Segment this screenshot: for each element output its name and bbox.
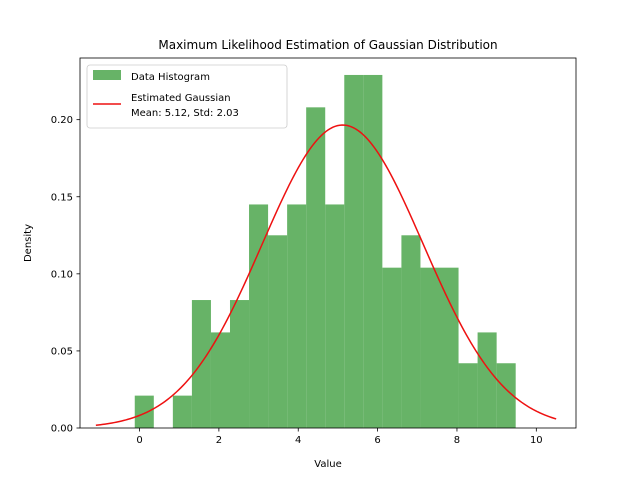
- x-axis-label: Value: [314, 459, 341, 470]
- histogram-bar: [401, 235, 421, 428]
- histogram-bar: [420, 267, 440, 428]
- plot-frame: [79, 57, 577, 429]
- histogram-bars: [134, 74, 516, 428]
- x-tick-label: 6: [374, 435, 380, 446]
- y-tick-label: 0.00: [51, 424, 73, 435]
- histogram-bar: [439, 267, 459, 428]
- y-tick-label: 0.10: [51, 269, 73, 280]
- histogram-bar: [458, 363, 478, 428]
- legend: Data Histogram Estimated Gaussian Mean: …: [86, 64, 288, 129]
- x-tick-label: 10: [530, 435, 543, 446]
- chart-title: Maximum Likelihood Estimation of Gaussia…: [158, 38, 497, 52]
- x-axis: 0 2 4 6 8 10: [136, 428, 543, 446]
- histogram-bar: [172, 395, 192, 428]
- histogram-bar: [477, 332, 497, 428]
- histogram-bar: [306, 107, 326, 428]
- legend-fit-label-line1: Estimated Gaussian: [131, 93, 231, 104]
- legend-fit-label-line2: Mean: 5.12, Std: 2.03: [131, 108, 239, 119]
- x-tick-label: 8: [454, 435, 460, 446]
- histogram-bar: [363, 74, 383, 428]
- y-tick-label: 0.05: [51, 346, 73, 357]
- histogram-bar: [325, 204, 345, 428]
- y-axis-label: Density: [23, 224, 34, 262]
- plot-area: [79, 57, 577, 429]
- histogram-bar: [210, 332, 230, 428]
- histogram-bar: [344, 74, 364, 428]
- x-tick-label: 4: [295, 435, 301, 446]
- gaussian-fit-line: [95, 124, 557, 426]
- histogram-bar: [287, 204, 307, 428]
- x-tick-label: 2: [216, 435, 222, 446]
- histogram-bar: [382, 267, 402, 428]
- legend-histogram-swatch: [93, 70, 121, 80]
- y-axis: 0.00 0.05 0.10 0.15 0.20: [51, 115, 80, 435]
- y-tick-label: 0.15: [51, 192, 73, 203]
- histogram-bar: [249, 204, 269, 428]
- histogram-bar: [268, 235, 288, 428]
- histogram-bar: [496, 363, 516, 428]
- legend-box: [86, 64, 288, 129]
- x-tick-label: 0: [136, 435, 142, 446]
- histogram-bar: [229, 300, 250, 428]
- histogram-bar: [134, 395, 154, 428]
- legend-histogram-label: Data Histogram: [131, 72, 210, 83]
- y-tick-label: 0.20: [51, 115, 73, 126]
